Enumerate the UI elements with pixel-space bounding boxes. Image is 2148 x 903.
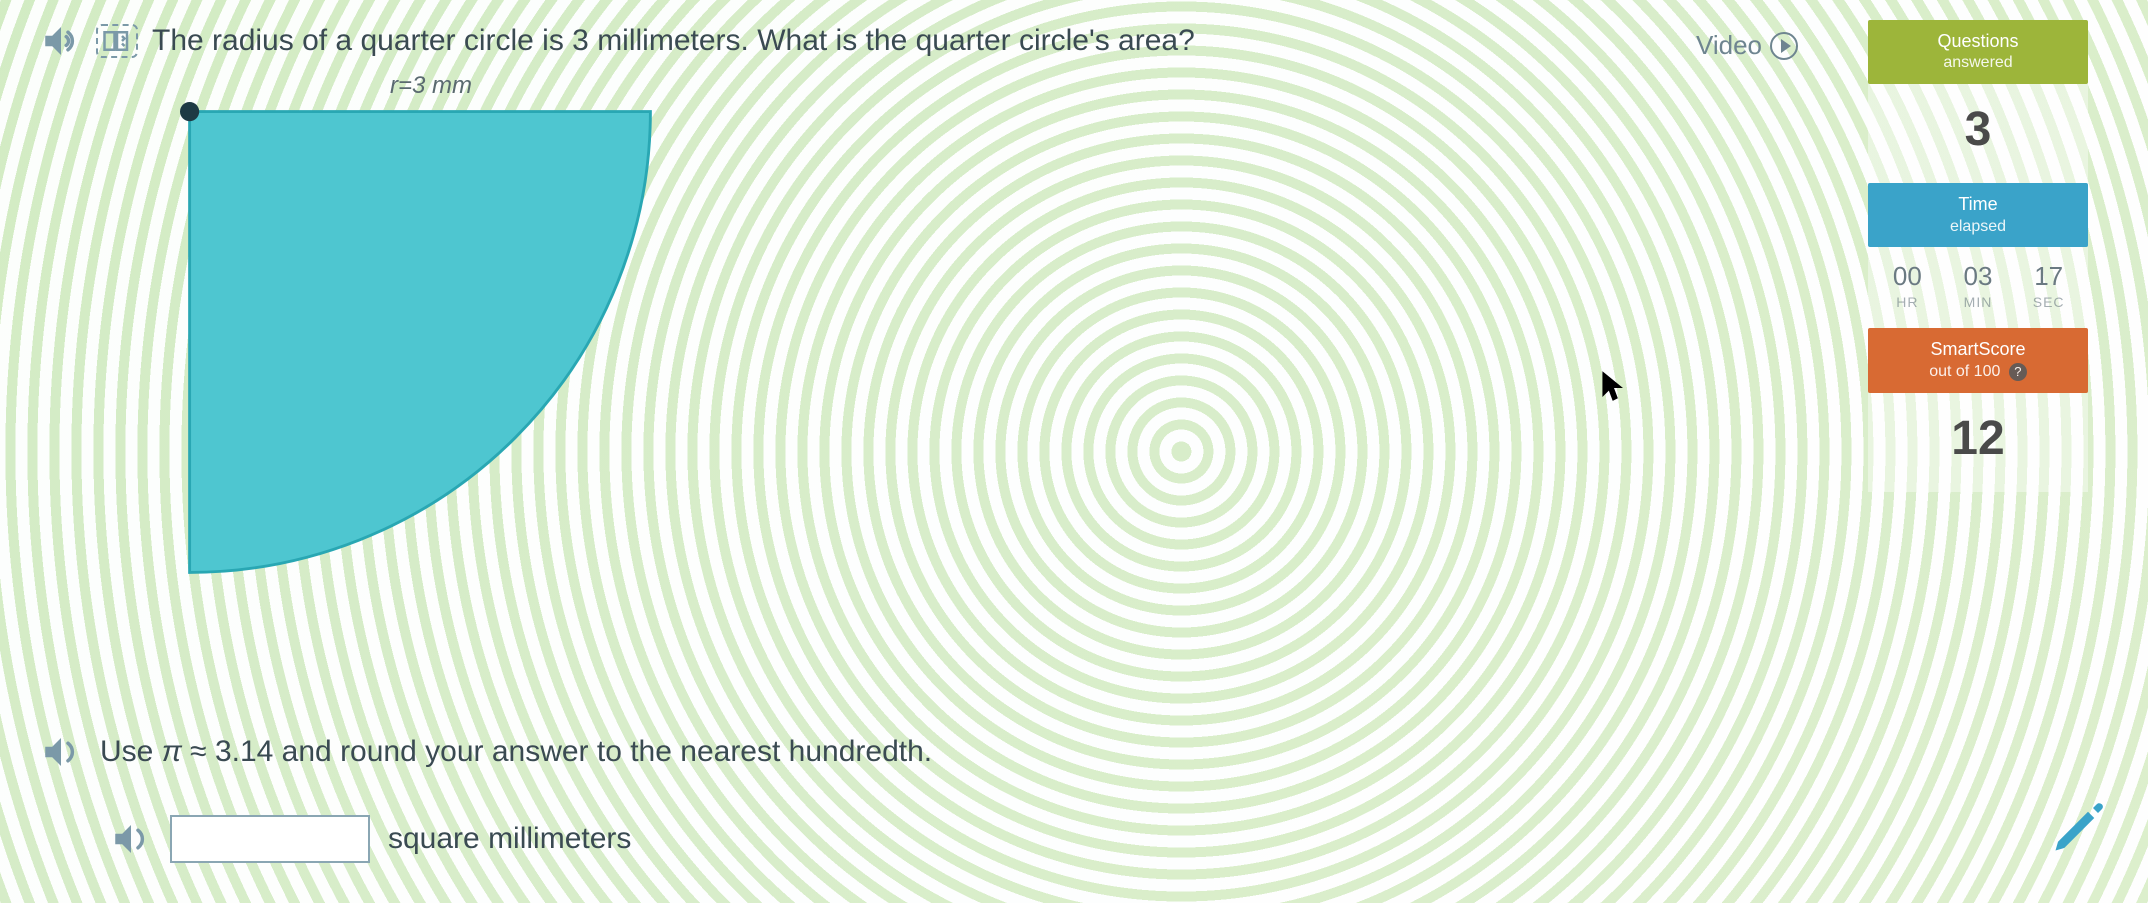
video-label: Video	[1696, 30, 1762, 61]
answer-input[interactable]	[170, 815, 370, 863]
smartscore-subtitle: out of 100	[1929, 363, 2000, 380]
pi-value: 3.14	[215, 735, 273, 768]
smartscore-header: SmartScore out of 100 ?	[1868, 328, 2088, 392]
quarter-circle-svg	[180, 102, 660, 582]
questions-answered-header: Questions answered	[1868, 20, 2088, 84]
pi-symbol: π	[162, 735, 182, 768]
time-title: Time	[1958, 194, 1997, 214]
questions-answered-value: 3	[1868, 84, 2088, 183]
scratchpad-pencil-icon[interactable]	[2048, 798, 2108, 863]
help-icon[interactable]: ?	[2009, 363, 2027, 381]
time-sec: 17	[2013, 261, 2084, 292]
question-row: The radius of a quarter circle is 3 mill…	[40, 20, 1828, 62]
answer-unit-label: square millimeters	[388, 822, 631, 856]
read-aloud-icon[interactable]	[40, 20, 82, 62]
question-area: The radius of a quarter circle is 3 mill…	[40, 20, 1828, 883]
smartscore-value: 12	[1868, 393, 2088, 492]
time-elapsed-card: Time elapsed 00 03 17 HR MIN SEC	[1868, 183, 2088, 328]
radius-label: r=3 mm	[390, 72, 472, 100]
questions-answered-card: Questions answered 3	[1868, 20, 2088, 183]
immersive-reader-icon[interactable]	[96, 24, 138, 58]
quarter-circle-figure: r=3 mm	[150, 82, 710, 602]
time-min-label: MIN	[1943, 294, 2014, 310]
questions-title: Questions	[1937, 31, 2018, 51]
video-link[interactable]: Video	[1696, 30, 1798, 61]
instruction-row: Use π ≈ 3.14 and round your answer to th…	[40, 731, 932, 773]
answer-row: square millimeters	[110, 815, 631, 863]
read-aloud-icon[interactable]	[40, 731, 82, 773]
time-hr-label: HR	[1872, 294, 1943, 310]
questions-subtitle: answered	[1874, 53, 2082, 74]
time-sec-label: SEC	[2013, 294, 2084, 310]
play-icon	[1770, 32, 1798, 60]
time-header: Time elapsed	[1868, 183, 2088, 247]
smartscore-title: SmartScore	[1930, 339, 2025, 359]
approx-symbol: ≈	[190, 735, 206, 768]
read-aloud-icon[interactable]	[110, 818, 152, 860]
time-subtitle: elapsed	[1874, 217, 2082, 238]
instruction-text: Use π ≈ 3.14 and round your answer to th…	[100, 735, 932, 769]
time-hr: 00	[1872, 261, 1943, 292]
smartscore-card: SmartScore out of 100 ? 12	[1868, 328, 2088, 491]
time-min: 03	[1943, 261, 2014, 292]
stats-sidebar: Questions answered 3 Time elapsed 00 03 …	[1868, 20, 2088, 492]
time-values: 00 03 17 HR MIN SEC	[1868, 247, 2088, 328]
mouse-cursor-icon	[1600, 370, 1628, 411]
question-text: The radius of a quarter circle is 3 mill…	[152, 24, 1195, 58]
instruction-suffix: and round your answer to the nearest hun…	[273, 735, 932, 768]
instruction-prefix: Use	[100, 735, 162, 768]
